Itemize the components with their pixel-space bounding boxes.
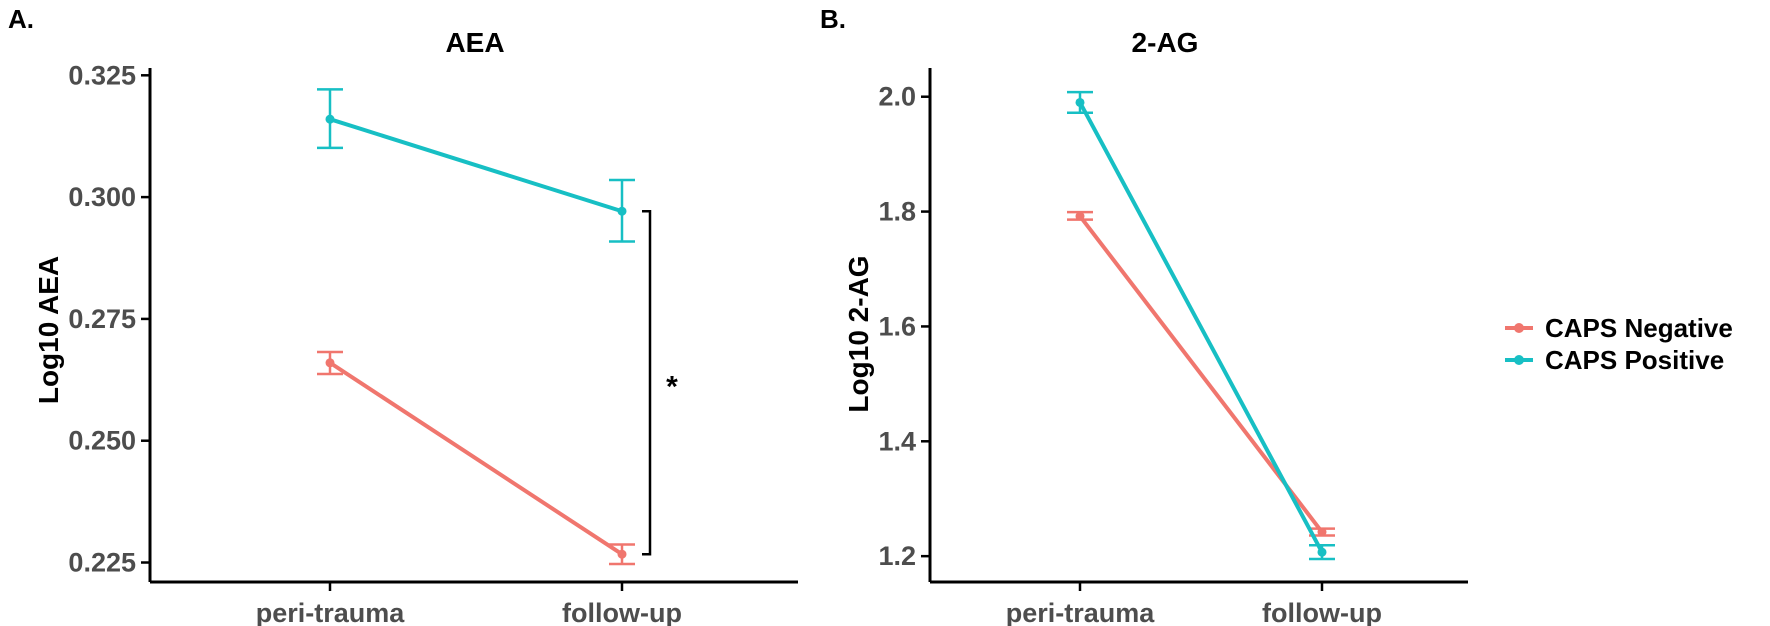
y-ticks-aea: 0.225 0.250 0.275 0.300 0.325 (68, 60, 150, 578)
x-tick-label-aea: peri-trauma (256, 598, 406, 626)
y-tick-label-2ag: 2.0 (878, 82, 916, 112)
y-tick-label-aea: 0.275 (68, 304, 136, 334)
y-tick-label-2ag: 1.6 (878, 311, 916, 341)
data-point-caps-positive-2ag (1075, 97, 1085, 107)
series-line-caps-positive-aea (329, 117, 623, 214)
panel-letter-b: B. (820, 4, 846, 34)
data-point-caps-negative-2ag (1075, 211, 1085, 221)
chart-title-2ag: 2-AG (1132, 27, 1199, 58)
x-tick-label-2ag: peri-trauma (1006, 598, 1156, 626)
series-aea (317, 88, 635, 566)
series-line-caps-positive-2ag (1078, 101, 1324, 554)
data-point-caps-positive-2ag (1317, 547, 1327, 557)
significance-bracket: * (642, 209, 678, 556)
legend-label-caps-negative: CAPS Negative (1545, 313, 1733, 343)
series-2ag (1067, 90, 1335, 561)
legend-marker-caps-positive (1514, 355, 1524, 365)
y-tick-label-aea: 0.225 (68, 548, 136, 578)
panel-letter-a: A. (8, 4, 34, 34)
data-point-caps-negative-2ag (1317, 527, 1327, 537)
significance-bracket-line (642, 209, 652, 556)
data-point-caps-positive-aea (325, 114, 335, 124)
y-tick-label-aea: 0.325 (68, 60, 136, 90)
y-axis-label-aea: Log10 AEA (33, 256, 64, 404)
panel-2ag: B. 2-AG Log10 2-AG 1.2 1.4 1.6 1.8 2.0 peri-… (820, 4, 1468, 626)
legend-label-caps-positive: CAPS Positive (1545, 345, 1724, 375)
chart-title-aea: AEA (445, 27, 504, 58)
data-point-caps-negative-aea (325, 358, 335, 368)
panel-aea: A. AEA Log10 AEA 0.225 0.250 0.275 0.300 0.3… (8, 4, 798, 626)
y-ticks-2ag: 1.2 1.4 1.6 1.8 2.0 (878, 82, 930, 571)
legend-marker-caps-negative (1514, 323, 1524, 333)
legend-item-caps-positive: CAPS Positive (1505, 345, 1724, 375)
y-tick-label-2ag: 1.2 (878, 541, 916, 571)
y-tick-label-2ag: 1.4 (878, 426, 916, 456)
y-tick-label-aea: 0.250 (68, 426, 136, 456)
x-tick-label-aea: follow-up (562, 598, 682, 626)
y-axis-label-2ag: Log10 2-AG (843, 255, 874, 412)
x-ticks-aea: peri-trauma follow-up (256, 582, 682, 626)
y-tick-label-aea: 0.300 (68, 182, 136, 212)
significance-star: * (666, 371, 678, 404)
data-point-caps-positive-aea (617, 206, 627, 216)
x-tick-label-2ag: follow-up (1262, 598, 1382, 626)
data-point-caps-negative-aea (617, 549, 627, 559)
legend-item-caps-negative: CAPS Negative (1505, 313, 1733, 343)
y-tick-label-2ag: 1.8 (878, 197, 916, 227)
series-line-caps-negative-aea (328, 361, 624, 556)
x-ticks-2ag: peri-trauma follow-up (1006, 582, 1382, 626)
